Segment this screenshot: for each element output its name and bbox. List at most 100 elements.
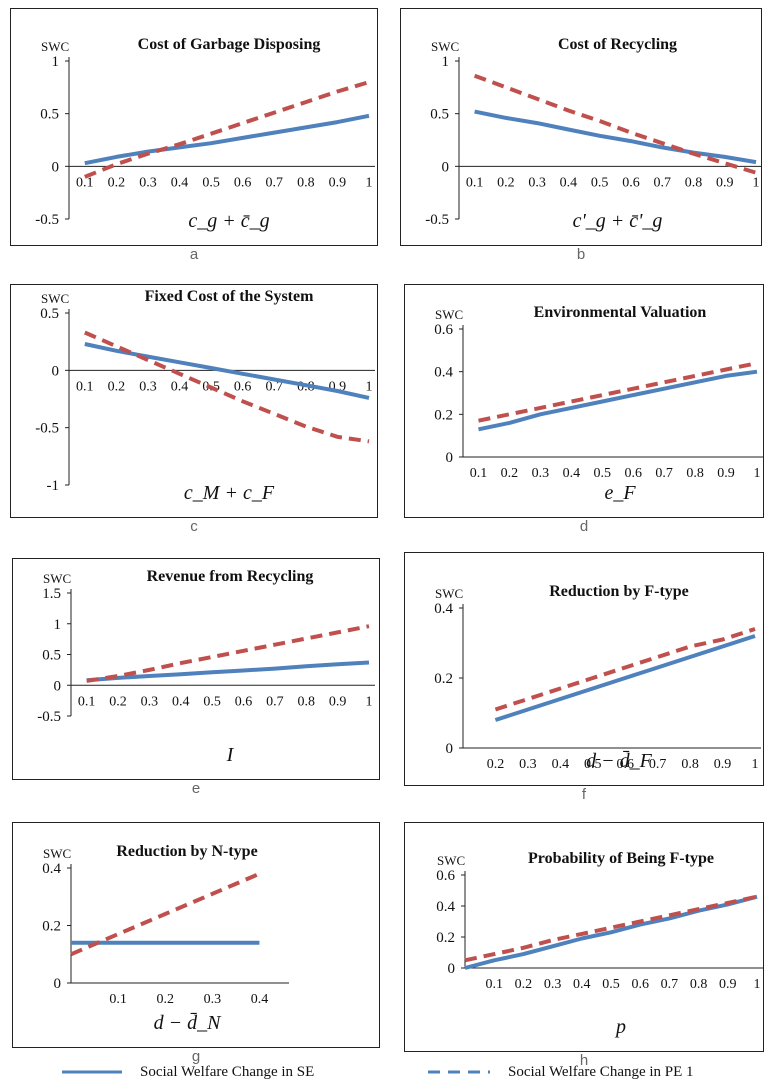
x-axis-label: d − d̄_N [154,1012,222,1034]
series-line-se [84,342,370,400]
x-tick-label: 0.1 [76,175,94,190]
x-tick-label: 0.2 [156,992,174,1007]
x-tick-label: 0.8 [685,175,703,190]
y-tick-label: 0 [446,741,454,757]
x-tick-label: 0.5 [591,175,609,190]
y-axis-label: SWC [41,291,69,306]
series-line-se [478,369,758,432]
x-tick-label: 1 [366,694,373,709]
chart-svg-c: 0.50-0.5-10.1 0.2 0.3 0.4 0.5 0.6 0.7 0.8 0.9 1SW… [35,288,375,504]
y-tick-label: 1 [52,54,60,70]
chart-svg-a: 10.50-0.50.1 0.2 0.3 0.4 0.5 0.6 0.7 0.8 0.9 1SWC… [35,36,375,232]
x-tick-label: 0.3 [204,992,222,1007]
x-tick-label: 1 [366,379,373,394]
series-line-se [84,113,370,166]
legend-dashed-swatch [428,1070,490,1074]
series-line-se [86,660,370,683]
x-tick-label: 0.2 [108,175,126,190]
chart-svg-b: 10.50-0.50.1 0.2 0.3 0.4 0.5 0.6 0.7 0.8 0.9 1SWC… [425,36,762,232]
legend: Social Welfare Change in SE Social Welfa… [0,1060,772,1084]
x-tick-label: 0.2 [108,379,126,394]
y-axis-label: SWC [435,307,463,322]
x-tick-label: 0.9 [717,466,735,481]
x-tick-label: 0.6 [235,694,253,709]
x-tick-label: 0.9 [329,694,347,709]
chart-panel-d: 0.6 0.4 0.2 0 0.1 0.2 0.3 0.4 0.5 0.6 0.7 0.8 0.9 1 SW… [404,284,764,518]
y-tick-label: -0.5 [35,421,59,437]
series-line-pe1 [478,361,758,423]
series-line-pe1 [84,80,370,179]
x-tick-label: 0.3 [519,757,537,772]
series-line-pe1 [86,624,370,683]
x-tick-label: 0.3 [139,175,157,190]
x-tick-label: 1 [754,466,761,481]
y-tick-label: 1 [54,617,62,633]
x-tick-label: 0.4 [563,466,581,481]
x-tick-label: 0.2 [497,175,514,190]
y-tick-label: 0.2 [434,671,453,687]
x-tick-label: 0.7 [649,757,667,772]
legend-solid-swatch [62,1070,122,1074]
x-tick-label: 0.8 [681,757,699,772]
y-tick-label: 0.6 [434,322,453,338]
x-tick-label: 0.3 [532,466,550,481]
legend-item-se: Social Welfare Change in SE [62,1060,314,1084]
series-line-pe1 [70,871,261,957]
chart-title: Reduction by N-type [116,843,257,860]
chart-panel-h: 0.6 0.4 0.2 0 0.1 0.2 0.3 0.4 0.5 0.6 0.7 0.8 0.9 1 SW… [404,822,764,1052]
chart-title: Environmental Valuation [534,304,707,321]
x-tick-label: 0.9 [714,757,732,772]
chart-title: Cost of Recycling [558,36,677,53]
x-tick-label: 0.6 [234,175,252,190]
y-tick-label: -0.5 [425,212,449,228]
series-line-pe1 [83,330,370,444]
x-tick-label: 0.1 [466,175,484,190]
y-axis-label: SWC [431,39,459,54]
y-tick-label: 0.2 [434,407,453,423]
x-tick-label: 0.5 [594,466,612,481]
y-tick-label: 1.5 [42,586,61,602]
x-tick-label: 0.5 [602,977,620,992]
x-tick-label: 1 [753,175,760,190]
y-tick-label: 0.2 [42,919,61,935]
x-tick-label: 0.8 [686,466,704,481]
x-tick-label: 0.1 [470,466,488,481]
y-tick-label: -1 [47,478,60,494]
series-line-se [494,634,756,722]
x-tick-label: 0.3 [528,175,546,190]
x-tick-label: 0.3 [141,694,159,709]
chart-title: Fixed Cost of the System [145,288,315,305]
y-tick-label: 0.5 [40,306,59,322]
y-tick-label: 0.4 [434,365,453,381]
y-axis-label: SWC [435,586,463,601]
y-axis-label: SWC [43,846,71,861]
x-axis-label: I [226,744,235,766]
x-axis-label: c_g + c̄_g [188,210,269,232]
x-tick-label: 0.8 [297,175,315,190]
y-tick-label: 0 [446,450,454,466]
x-tick-label: 0.7 [266,175,284,190]
chart-title: Cost of Garbage Disposing [138,36,321,53]
x-tick-label: 1 [754,977,761,992]
x-axis-label: d − d̄_F [586,750,652,772]
y-tick-label: 0.5 [430,107,449,123]
x-tick-label: 1 [752,757,759,772]
series-line-pe1 [464,894,758,963]
x-tick-label: 0.7 [655,466,673,481]
x-tick-label: 0.1 [76,379,94,394]
x-tick-label: 0.9 [329,175,347,190]
y-tick-label: 0.4 [436,899,455,915]
x-tick-label: 0.3 [139,379,157,394]
x-tick-label: 0.7 [653,175,671,190]
x-axis-label: c_M + c_F [184,482,275,504]
x-tick-label: 0.3 [544,977,562,992]
y-tick-label: 0.6 [436,868,455,884]
y-tick-label: 0.2 [436,930,455,946]
y-tick-label: 0 [442,159,450,175]
x-tick-label: 0.5 [202,175,220,190]
x-tick-label: 0.4 [172,694,190,709]
panel-sublabel: b [576,246,586,263]
y-axis-label: SWC [43,571,71,586]
x-tick-label: 0.2 [487,757,505,772]
y-tick-label: 0 [54,678,62,694]
